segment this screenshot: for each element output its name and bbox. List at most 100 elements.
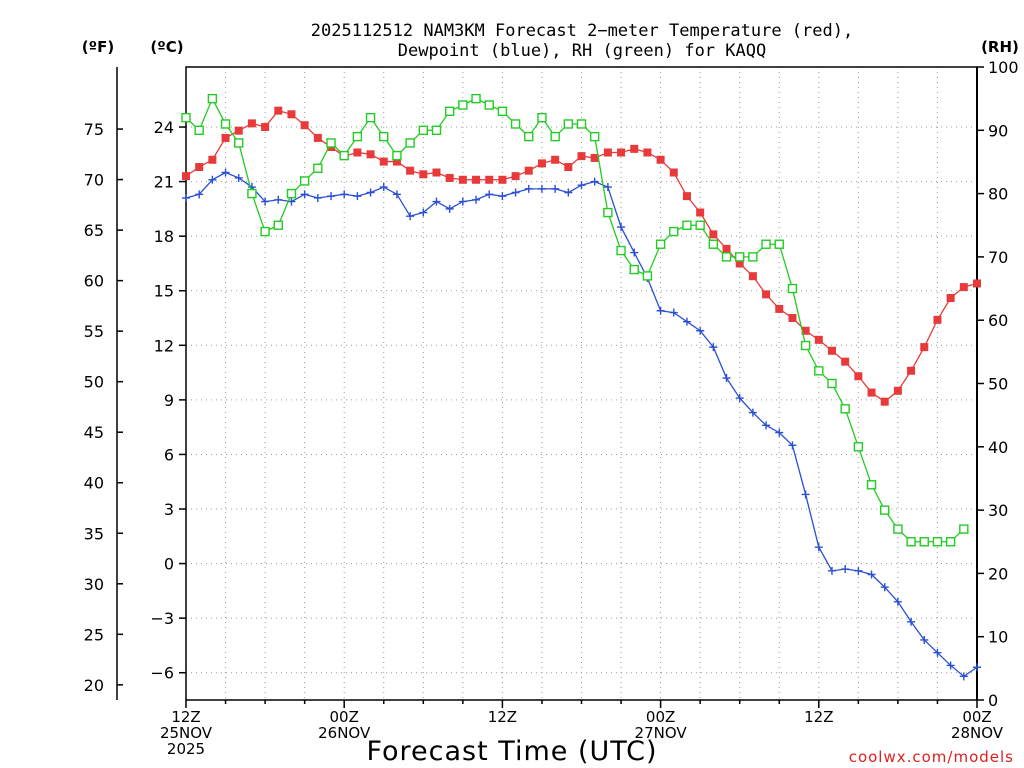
data-point xyxy=(669,226,679,237)
chart-title-line-1: 2025112512 NAM3KM Forecast 2−meter Tempe… xyxy=(311,21,853,41)
data-point xyxy=(537,159,546,168)
data-point xyxy=(630,144,639,153)
data-point xyxy=(524,184,533,193)
rh-tick-label: 0 xyxy=(988,691,998,710)
data-point xyxy=(696,208,705,217)
data-point xyxy=(511,172,520,181)
rh-tick-label: 50 xyxy=(988,375,1008,394)
x-tick-label: 12Z 25NOV 2025 xyxy=(160,708,213,758)
data-point xyxy=(748,272,757,281)
data-point xyxy=(617,223,626,232)
rh-tick-label: 30 xyxy=(988,501,1008,520)
data-point xyxy=(656,306,665,315)
celsius-tick-label: 18 xyxy=(154,227,174,246)
data-point xyxy=(814,366,824,376)
data-point xyxy=(590,153,599,162)
data-point xyxy=(208,175,217,184)
data-point xyxy=(933,648,942,657)
data-point xyxy=(485,175,494,184)
data-point xyxy=(907,617,916,626)
data-point xyxy=(775,428,784,437)
data-point xyxy=(432,168,441,177)
fahrenheit-tick-label: 75 xyxy=(84,120,104,139)
data-point xyxy=(524,131,534,142)
fahrenheit-tick-label: 50 xyxy=(84,373,104,392)
data-point xyxy=(669,308,678,317)
fahrenheit-tick-label: 55 xyxy=(84,322,104,341)
data-point xyxy=(551,184,560,193)
data-point xyxy=(973,663,981,672)
data-point xyxy=(800,340,811,351)
data-point xyxy=(577,152,586,161)
data-point xyxy=(709,343,718,352)
data-point xyxy=(194,125,204,136)
data-point xyxy=(827,566,836,575)
data-point xyxy=(392,190,401,199)
data-point xyxy=(484,100,494,110)
data-point xyxy=(220,119,231,129)
series-relative-humidity xyxy=(181,93,969,547)
data-point xyxy=(537,112,547,123)
rh-tick-label: 100 xyxy=(988,58,1019,77)
data-point xyxy=(853,442,864,452)
data-point xyxy=(603,183,612,192)
data-point xyxy=(274,195,283,204)
data-point xyxy=(906,537,916,547)
data-point xyxy=(208,155,217,164)
data-point xyxy=(709,230,718,239)
data-point xyxy=(327,192,336,201)
rh-tick-label: 40 xyxy=(988,438,1008,457)
data-point xyxy=(366,150,375,159)
data-point xyxy=(511,188,520,197)
data-point xyxy=(827,378,837,389)
data-point xyxy=(471,93,481,104)
data-point xyxy=(286,188,297,199)
data-point xyxy=(564,163,573,172)
data-point xyxy=(656,155,665,164)
data-point xyxy=(708,239,719,249)
data-point xyxy=(551,155,560,164)
x-axis-label: Forecast Time (UTC) xyxy=(366,736,657,767)
data-point xyxy=(195,190,204,199)
celsius-tick-label: −3 xyxy=(150,609,174,628)
data-point xyxy=(221,133,230,142)
data-point xyxy=(485,190,494,199)
data-point xyxy=(353,192,362,201)
data-point xyxy=(589,131,600,142)
data-point xyxy=(788,314,797,323)
data-point xyxy=(945,537,956,547)
data-point xyxy=(682,192,691,201)
data-point xyxy=(366,188,375,197)
data-point xyxy=(524,166,533,175)
data-point xyxy=(444,106,455,117)
data-point xyxy=(326,138,336,148)
fahrenheit-tick-label: 40 xyxy=(84,474,104,493)
data-point xyxy=(577,181,586,190)
plot-frame xyxy=(185,66,978,701)
data-point xyxy=(735,394,744,403)
data-point xyxy=(406,166,415,175)
data-point xyxy=(352,131,363,142)
data-point xyxy=(669,168,678,177)
data-series xyxy=(181,93,981,681)
series-temperature xyxy=(182,106,981,406)
data-point xyxy=(261,197,270,206)
rh-tick-label: 60 xyxy=(988,311,1008,330)
fahrenheit-tick-label: 65 xyxy=(84,221,104,240)
data-point xyxy=(630,248,639,257)
data-point xyxy=(721,252,732,262)
data-point xyxy=(867,388,876,397)
data-point xyxy=(933,315,942,324)
credit-link[interactable]: coolwx.com/models xyxy=(849,748,1014,766)
data-point xyxy=(458,175,467,184)
data-point xyxy=(973,279,981,288)
data-point xyxy=(893,597,902,606)
data-point xyxy=(735,259,744,268)
data-point xyxy=(576,119,587,129)
data-point xyxy=(854,372,863,381)
data-point xyxy=(458,100,468,110)
data-point xyxy=(339,150,349,161)
data-point xyxy=(392,157,401,166)
data-point xyxy=(788,441,797,450)
